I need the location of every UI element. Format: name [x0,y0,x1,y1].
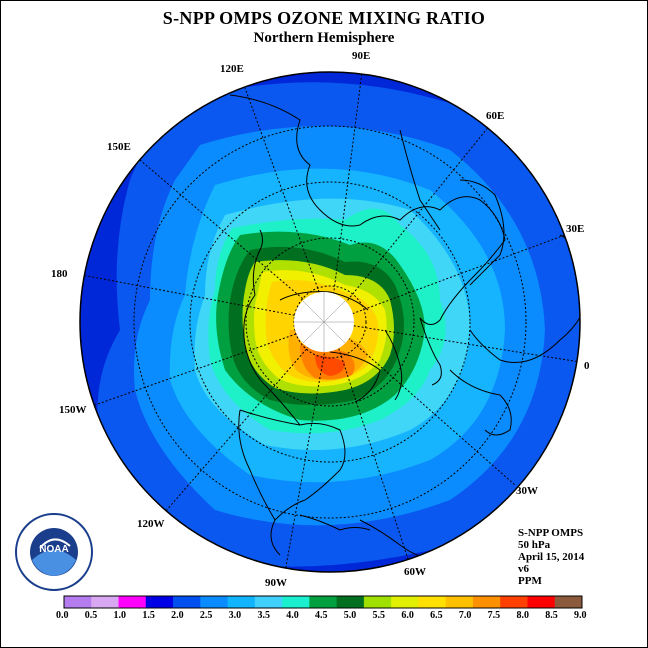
colorbar-swatch [309,596,338,608]
info-version: v6 [518,563,529,575]
lon-label-120e: 120E [220,63,244,75]
colorbar-tick-label: 9.0 [574,610,587,621]
colorbar-swatch [282,596,310,608]
lon-label-60e: 60E [486,110,505,122]
colorbar-swatch [500,596,528,608]
info-instrument: S-NPP OMPS [518,527,584,539]
colorbar-tick-label: 3.0 [228,610,242,621]
colorbar-tick-label: 7.5 [487,610,501,621]
colorbar-swatch [145,596,174,608]
colorbar-tick-label: 4.5 [315,610,328,621]
lon-label-30w: 30W [516,485,538,497]
colorbar-tick-label: 6.0 [401,610,414,621]
noaa-logo-bird [39,538,71,549]
colorbar-swatch [200,596,228,608]
colorbar-swatch [118,596,147,608]
colorbar-tick-label: 5.0 [343,610,357,621]
colorbar-tick-label: 0.5 [84,610,98,621]
info-level: 50 hPa [518,539,551,551]
colorbar-swatch [527,596,556,608]
colorbar-tick-label: 6.5 [430,610,443,621]
lon-label-150e: 150E [107,141,131,153]
graticule [81,72,580,572]
lon-label-150w: 150W [59,404,87,416]
colorbar-swatch [554,596,583,608]
lon-label-0: 0 [584,360,590,372]
field-band-8.5 [315,355,345,376]
colorbar-swatch [336,596,365,608]
polar-cap-graticule [294,292,354,352]
colorbar-tick-label: 8.0 [516,610,529,621]
colorbar-tick-label: 5.5 [372,610,386,621]
colorbar-swatch [64,596,92,608]
colorbar-tick-label: 8.5 [545,610,558,621]
noaa-logo-label: NOAA [39,544,69,555]
noaa-logo [15,513,93,591]
lon-label-180: 180 [51,268,68,280]
colorbar-swatch [173,596,201,608]
colorbar [63,595,583,609]
globe-outline [79,71,581,573]
info-units: PPM [518,575,542,587]
colorbar-tick-label: 4.0 [286,610,299,621]
lon-label-90w: 90W [265,577,287,589]
colorbar-tick-label: 2.0 [171,610,184,621]
colorbar-swatch [472,596,501,608]
lon-label-60w: 60W [404,566,426,578]
colorbar-swatch [445,596,474,608]
colorbar-tick-label: 1.0 [113,610,127,621]
colorbar-tick-label: 0.0 [56,610,69,621]
colorbar-swatch [418,596,447,608]
colorbar-tick-label: 7.0 [458,610,472,621]
lon-label-120w: 120W [137,518,165,530]
colorbar-swatch [391,596,419,608]
colorbar-tick-label: 2.5 [199,610,213,621]
colorbar-swatch [254,596,283,608]
colorbar-swatch [91,596,119,608]
lon-label-30e: 30E [566,223,585,235]
noaa-logo-wave [32,550,76,576]
lon-label-90e: 90E [352,50,371,62]
info-date: April 15, 2014 [518,551,585,563]
colorbar-swatch [363,596,392,608]
colorbar-frame [63,595,583,609]
colorbar-swatch [227,596,256,608]
map-title: S-NPP OMPS OZONE MIXING RATIO [162,8,486,28]
colorbar-tick-label: 1.5 [142,610,155,621]
colorbar-tick-label: 3.5 [257,610,270,621]
map-subtitle: Northern Hemisphere [253,30,395,46]
